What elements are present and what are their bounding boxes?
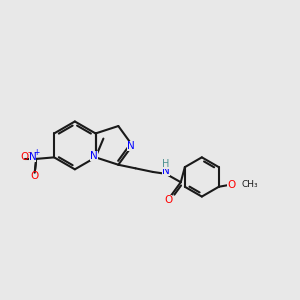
Text: O: O — [31, 171, 39, 182]
Text: O: O — [20, 152, 29, 162]
Text: H: H — [162, 159, 169, 169]
Text: +: + — [33, 148, 39, 157]
Text: CH₃: CH₃ — [241, 180, 258, 189]
Text: O: O — [227, 180, 235, 190]
Text: O: O — [164, 195, 172, 205]
Text: -: - — [28, 148, 31, 157]
Text: N: N — [28, 152, 36, 162]
Text: N: N — [90, 152, 98, 161]
Text: N: N — [162, 167, 170, 176]
Text: N: N — [127, 141, 135, 151]
